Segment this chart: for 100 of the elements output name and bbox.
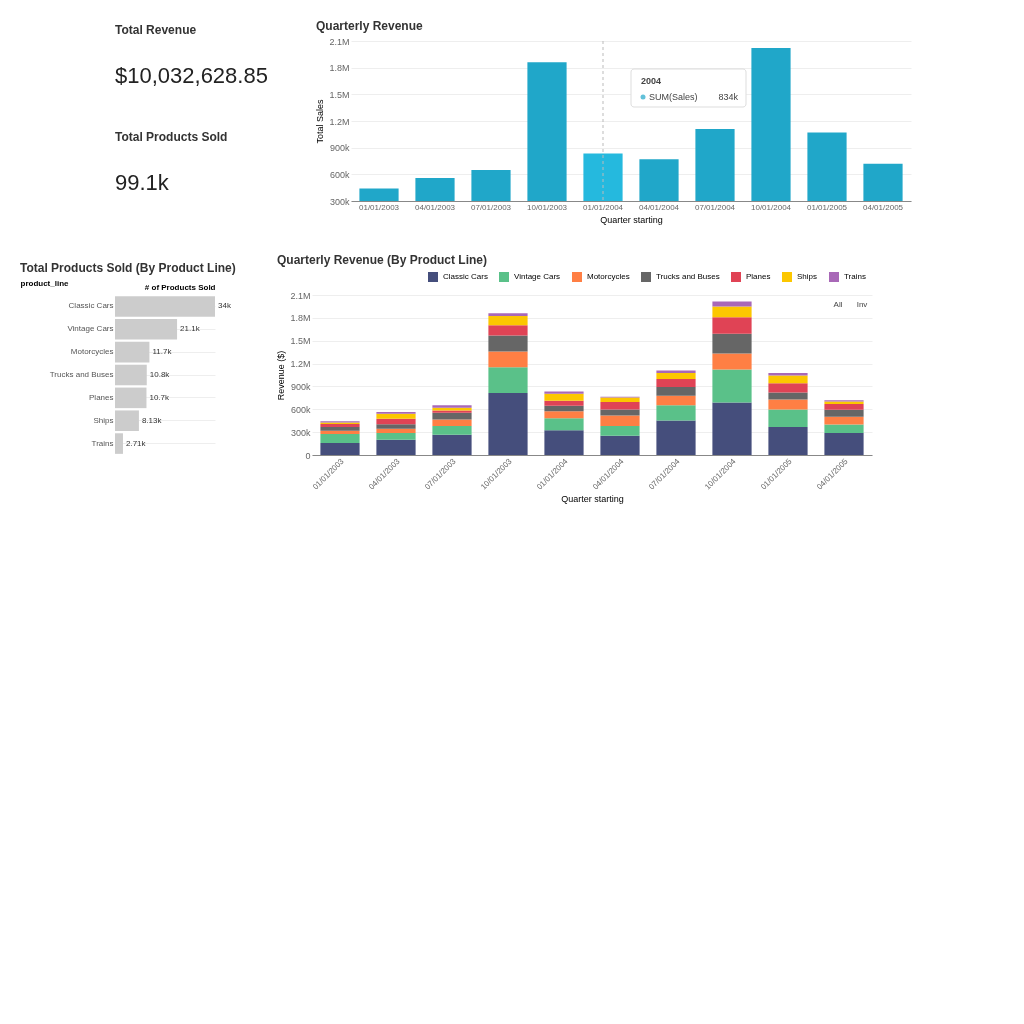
x-axis-title: # of Products Sold	[144, 282, 216, 292]
bar	[656, 420, 696, 455]
y-tick-label: 0	[305, 450, 311, 461]
y-tick-label: 900k	[290, 381, 311, 392]
bar	[320, 423, 360, 428]
data-label: 11.7k	[152, 347, 173, 357]
x-tick-label: 07/01/2004	[694, 202, 736, 212]
bar	[544, 393, 584, 401]
bar	[656, 405, 696, 421]
y-tick-label: 2.1M	[329, 36, 350, 47]
data-label: 10.7k	[149, 392, 171, 402]
bar	[488, 316, 528, 326]
annotation: SUM(Sales)	[649, 92, 698, 102]
annotation: All	[833, 300, 843, 309]
chart-title: Quarterly Revenue (By Product Line)	[276, 253, 488, 267]
bar	[600, 435, 640, 455]
text: Total Products Sold	[115, 130, 228, 144]
bar	[768, 392, 808, 400]
bar	[768, 375, 808, 384]
y-tick-label: 600k	[329, 169, 350, 180]
y-tick-label: 2.1M	[290, 290, 311, 301]
x-tick-label: 04/01/2004	[638, 202, 680, 212]
data-label: 2.71k	[125, 438, 147, 448]
y-tick-label: 1.2M	[329, 116, 350, 127]
x-tick-label: 01/01/2003	[358, 202, 400, 212]
y-tick-label: 1.8M	[290, 313, 311, 324]
bar	[712, 333, 752, 354]
y-tick-label: 1.2M	[290, 359, 311, 370]
x-axis-title: Quarter starting	[600, 214, 663, 225]
bar	[600, 426, 640, 436]
y-tick-label: Classic Cars	[68, 301, 114, 311]
bar	[824, 424, 864, 433]
bar	[824, 416, 864, 425]
bar	[115, 296, 215, 317]
bar	[432, 419, 472, 427]
bar	[712, 402, 752, 455]
bar	[600, 415, 640, 427]
y-tick-label: Motorcycles	[70, 347, 114, 357]
legend-label: Trucks and Buses	[656, 272, 720, 281]
x-tick-label: 10/01/2004	[750, 202, 792, 212]
data-label: 8.13k	[141, 415, 163, 425]
x-tick-label: 04/01/2005	[862, 202, 904, 212]
x-tick-label: 01/01/2005	[806, 202, 848, 212]
bar	[544, 405, 584, 412]
bar	[824, 409, 864, 417]
bar	[488, 335, 528, 352]
bar	[544, 400, 584, 406]
bar	[544, 391, 584, 394]
bar	[432, 412, 472, 420]
bar	[712, 369, 752, 403]
data-label: 34k	[218, 301, 232, 311]
bar	[115, 433, 123, 454]
bar	[115, 410, 139, 431]
y-axis-title: Revenue ($)	[276, 350, 287, 401]
y-tick-label: Ships	[93, 415, 114, 425]
bar	[376, 439, 416, 455]
bar	[768, 426, 808, 455]
bar	[712, 301, 752, 307]
y-axis-title: Total Sales	[315, 98, 326, 144]
bar	[656, 373, 696, 380]
bar	[488, 351, 528, 368]
bar	[712, 306, 752, 318]
y-tick-label: 900k	[329, 143, 350, 154]
bar	[376, 424, 416, 429]
y-tick-label: 1.5M	[329, 89, 350, 100]
bar	[432, 434, 472, 455]
bar	[544, 418, 584, 431]
y-tick-label: 1.8M	[329, 63, 350, 74]
bar	[115, 387, 147, 409]
x-tick-label: 10/01/2003	[526, 202, 568, 212]
legend-label: Vintage Cars	[514, 272, 561, 281]
x-tick-label: 01/01/2004	[582, 202, 624, 212]
bar	[768, 409, 808, 427]
x-tick-label: 07/01/2003	[470, 202, 512, 212]
y-tick-label: Vintage Cars	[67, 324, 114, 334]
bar	[376, 428, 416, 433]
bar	[768, 399, 808, 410]
bar	[488, 325, 528, 336]
y-tick-label: Trains	[91, 438, 114, 448]
y-tick-label: Planes	[89, 392, 114, 402]
bar	[544, 430, 584, 455]
y-axis-title: product_line	[20, 278, 70, 288]
legend-label: Ships	[797, 272, 818, 281]
chart-title: Total Products Sold (By Product Line)	[20, 261, 236, 275]
bar	[488, 367, 528, 393]
bar	[824, 432, 864, 455]
data-label: 10.8k	[149, 370, 171, 379]
annotation: 2004	[641, 76, 662, 86]
chart-title: Quarterly Revenue	[315, 19, 424, 33]
bar	[115, 341, 150, 363]
bar	[115, 319, 178, 340]
x-axis-title: Quarter starting	[561, 494, 624, 505]
bar	[824, 403, 864, 410]
annotation: Inv	[856, 300, 868, 309]
bar	[488, 313, 528, 317]
bar	[768, 383, 808, 393]
bar	[115, 364, 147, 386]
text: $10,032,628.85	[115, 63, 268, 88]
data-label: 21.1k	[180, 324, 201, 334]
bar	[712, 353, 752, 370]
